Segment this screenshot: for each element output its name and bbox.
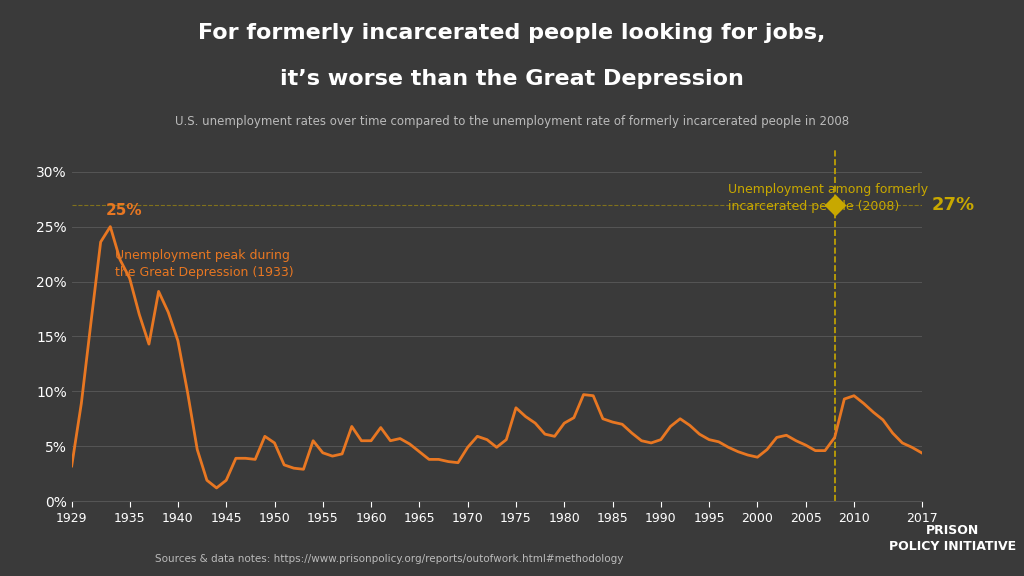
Text: For formerly incarcerated people looking for jobs,: For formerly incarcerated people looking… [199, 23, 825, 43]
Text: Sources & data notes: https://www.prisonpolicy.org/reports/outofwork.html#method: Sources & data notes: https://www.prison… [155, 555, 624, 564]
Text: PRISON
POLICY INITIATIVE: PRISON POLICY INITIATIVE [889, 524, 1016, 553]
Text: Unemployment peak during
the Great Depression (1933): Unemployment peak during the Great Depre… [115, 249, 294, 279]
Text: 27%: 27% [931, 196, 975, 214]
Text: U.S. unemployment rates over time compared to the unemployment rate of formerly : U.S. unemployment rates over time compar… [175, 115, 849, 128]
Text: it’s worse than the Great Depression: it’s worse than the Great Depression [280, 69, 744, 89]
Text: Unemployment among formerly
incarcerated people (2008): Unemployment among formerly incarcerated… [728, 183, 929, 213]
Text: 25%: 25% [105, 203, 142, 218]
